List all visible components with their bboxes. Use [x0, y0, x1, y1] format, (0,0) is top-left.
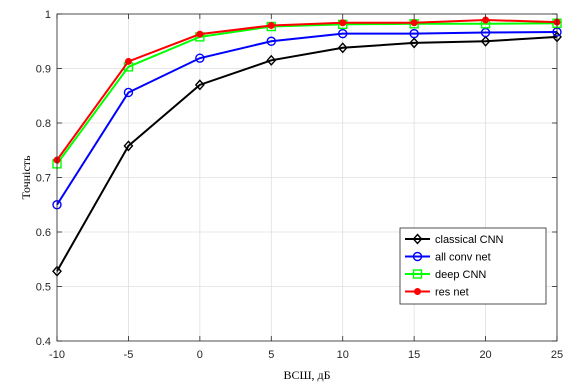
data-point	[337, 42, 348, 54]
data-point	[194, 79, 205, 91]
series-layer	[52, 16, 562, 277]
legend-label: res net	[435, 287, 469, 299]
series-line-deep-cnn	[56, 22, 558, 165]
legend-item-res-net: res net	[405, 287, 469, 299]
series-line-res-net	[56, 18, 558, 161]
data-point	[196, 30, 204, 38]
data-point	[409, 28, 419, 39]
data-point	[480, 27, 491, 38]
x-tick-label: 20	[479, 349, 491, 361]
y-tick-label: 0.9	[36, 64, 51, 76]
y-tick-label: 1	[45, 9, 51, 21]
y-tick-label: 0.7	[36, 173, 51, 185]
x-tick-label: -5	[124, 349, 134, 361]
legend-item-all-conv-net: all conv net	[405, 252, 491, 264]
legend-marker	[412, 233, 423, 245]
data-point	[267, 21, 275, 29]
data-point	[124, 57, 132, 65]
data-point	[409, 37, 420, 49]
series-line-classical-cnn	[56, 35, 558, 272]
data-point	[410, 19, 418, 27]
data-point	[480, 35, 491, 47]
data-point	[339, 19, 347, 27]
data-point	[338, 28, 348, 39]
data-point	[123, 140, 134, 152]
x-tick-label: 10	[337, 349, 349, 361]
legend-label: deep CNN	[435, 269, 486, 281]
y-axis-title: Точність	[19, 155, 33, 199]
tick-marks	[56, 13, 558, 342]
y-tick-label: 0.6	[36, 227, 51, 239]
x-tick-label: 5	[268, 349, 274, 361]
legend: classical CNN all conv net deep CNN res net	[399, 227, 547, 305]
y-tick-label: 0.4	[36, 336, 51, 348]
y-tick-labels: 0.4 0.5 0.6 0.7 0.8 0.9 1	[36, 9, 51, 348]
data-point	[123, 87, 134, 98]
legend-label: classical CNN	[435, 234, 504, 246]
x-axis-title: ВСШ, дБ	[283, 368, 330, 382]
data-point	[266, 36, 276, 46]
x-tick-label: 0	[197, 349, 203, 361]
legend-item-classical-cnn: classical CNN	[405, 233, 504, 246]
x-tick-label: 25	[551, 349, 563, 361]
x-tick-label: -10	[49, 349, 65, 361]
legend-marker	[414, 288, 421, 295]
data-point	[266, 54, 277, 66]
data-point	[195, 53, 205, 63]
x-tick-labels: -10 -5 0 5 10 15 20 25	[49, 349, 563, 361]
y-tick-label: 0.8	[36, 118, 51, 130]
series-line-all-conv-net	[56, 30, 558, 206]
x-tick-label: 15	[408, 349, 420, 361]
legend-item-deep-cnn: deep CNN	[405, 269, 486, 281]
y-tick-label: 0.5	[36, 282, 51, 294]
legend-marker	[412, 251, 423, 262]
legend-label: all conv net	[435, 252, 491, 264]
legend-marker	[412, 269, 423, 279]
